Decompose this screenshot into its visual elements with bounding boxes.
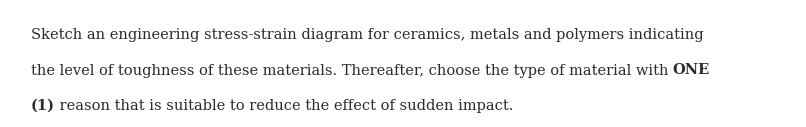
Text: the level of toughness of these materials. Thereafter, choose the type of materi: the level of toughness of these material… [31,64,673,77]
Text: Sketch an engineering stress-strain diagram for ceramics, metals and polymers in: Sketch an engineering stress-strain diag… [31,28,704,42]
Text: ONE: ONE [673,64,710,77]
Text: reason that is suitable to reduce the effect of sudden impact.: reason that is suitable to reduce the ef… [55,99,513,113]
Text: (1): (1) [31,99,55,113]
